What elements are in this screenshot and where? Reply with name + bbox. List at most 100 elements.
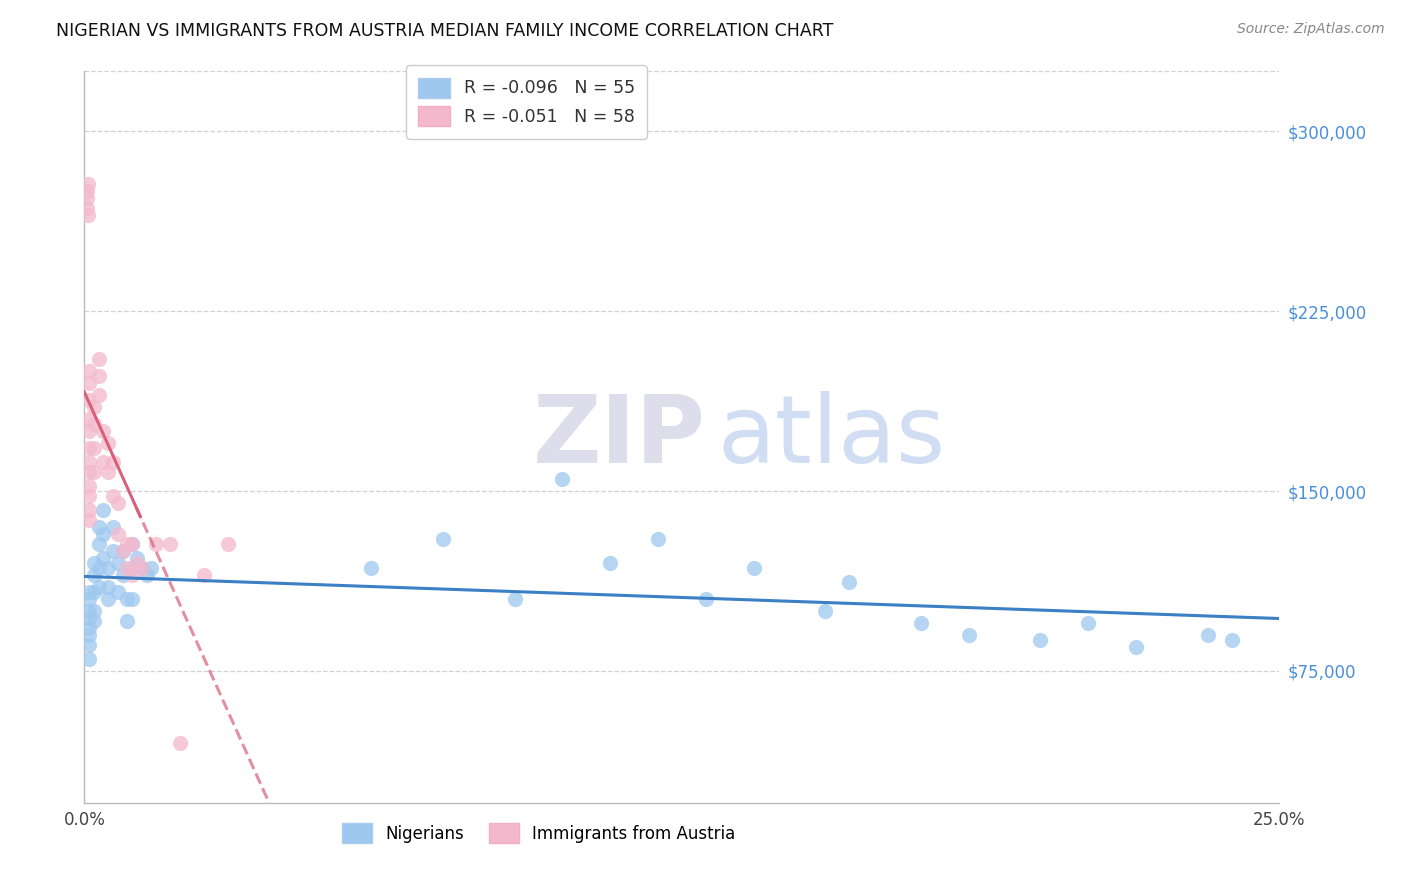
Point <box>77 503 100 517</box>
Point <box>87 368 110 383</box>
Point <box>117 591 139 606</box>
Point <box>93 424 115 438</box>
Point <box>83 584 105 599</box>
Text: Source: ZipAtlas.com: Source: ZipAtlas.com <box>1237 22 1385 37</box>
Point <box>97 436 120 450</box>
Point <box>814 604 837 618</box>
Point <box>121 561 143 575</box>
Point <box>77 412 100 426</box>
Point <box>87 537 110 551</box>
Point <box>360 561 382 575</box>
Point <box>131 561 153 575</box>
Point <box>101 520 124 534</box>
Point <box>77 455 100 469</box>
Point <box>97 561 120 575</box>
Point <box>87 388 110 402</box>
Point <box>76 191 98 205</box>
Point <box>77 489 100 503</box>
Point <box>77 177 100 191</box>
Point <box>77 591 100 606</box>
Point <box>125 551 148 566</box>
Point <box>77 621 100 635</box>
Point <box>217 537 239 551</box>
Point <box>83 441 105 455</box>
Point <box>125 556 148 570</box>
Point <box>77 392 100 407</box>
Point <box>97 580 120 594</box>
Point <box>93 503 115 517</box>
Point <box>107 496 129 510</box>
Point <box>77 364 100 378</box>
Point <box>121 568 143 582</box>
Point <box>117 614 139 628</box>
Point <box>1197 628 1219 642</box>
Point <box>76 184 98 198</box>
Point <box>77 441 100 455</box>
Point <box>107 527 129 541</box>
Point <box>742 561 765 575</box>
Point <box>131 561 153 575</box>
Legend: Nigerians, Immigrants from Austria: Nigerians, Immigrants from Austria <box>335 817 742 849</box>
Point <box>117 537 139 551</box>
Point <box>87 561 110 575</box>
Point <box>101 544 124 558</box>
Point <box>647 532 669 546</box>
Point <box>77 376 100 391</box>
Point <box>77 584 100 599</box>
Point <box>145 537 167 551</box>
Point <box>93 527 115 541</box>
Point <box>1220 632 1243 647</box>
Point <box>83 556 105 570</box>
Point <box>141 561 163 575</box>
Point <box>83 400 105 414</box>
Point <box>957 628 980 642</box>
Point <box>87 580 110 594</box>
Point <box>93 455 115 469</box>
Point <box>77 652 100 666</box>
Point <box>83 614 105 628</box>
Point <box>77 465 100 479</box>
Text: NIGERIAN VS IMMIGRANTS FROM AUSTRIA MEDIAN FAMILY INCOME CORRELATION CHART: NIGERIAN VS IMMIGRANTS FROM AUSTRIA MEDI… <box>56 22 834 40</box>
Point <box>77 513 100 527</box>
Point <box>76 201 98 215</box>
Point <box>77 604 100 618</box>
Point <box>83 417 105 431</box>
Point <box>117 561 139 575</box>
Point <box>1125 640 1147 654</box>
Point <box>77 479 100 493</box>
Point <box>83 568 105 582</box>
Point <box>599 556 621 570</box>
Point <box>83 604 105 618</box>
Point <box>193 568 215 582</box>
Point <box>432 532 454 546</box>
Point <box>77 628 100 642</box>
Point <box>111 568 134 582</box>
Point <box>121 591 143 606</box>
Point <box>695 591 717 606</box>
Point <box>87 352 110 367</box>
Point <box>159 537 181 551</box>
Point <box>838 575 860 590</box>
Point <box>910 615 932 630</box>
Text: atlas: atlas <box>718 391 946 483</box>
Point <box>87 520 110 534</box>
Point <box>83 465 105 479</box>
Point <box>93 551 115 566</box>
Point <box>97 465 120 479</box>
Point <box>169 736 191 750</box>
Point <box>77 424 100 438</box>
Point <box>97 591 120 606</box>
Point <box>1029 632 1052 647</box>
Point <box>551 472 574 486</box>
Point <box>107 556 129 570</box>
Point <box>503 591 526 606</box>
Point <box>101 489 124 503</box>
Point <box>77 638 100 652</box>
Point <box>101 455 124 469</box>
Point <box>111 544 134 558</box>
Point <box>1077 615 1099 630</box>
Point <box>135 568 157 582</box>
Text: ZIP: ZIP <box>533 391 706 483</box>
Point <box>121 537 143 551</box>
Point <box>121 537 143 551</box>
